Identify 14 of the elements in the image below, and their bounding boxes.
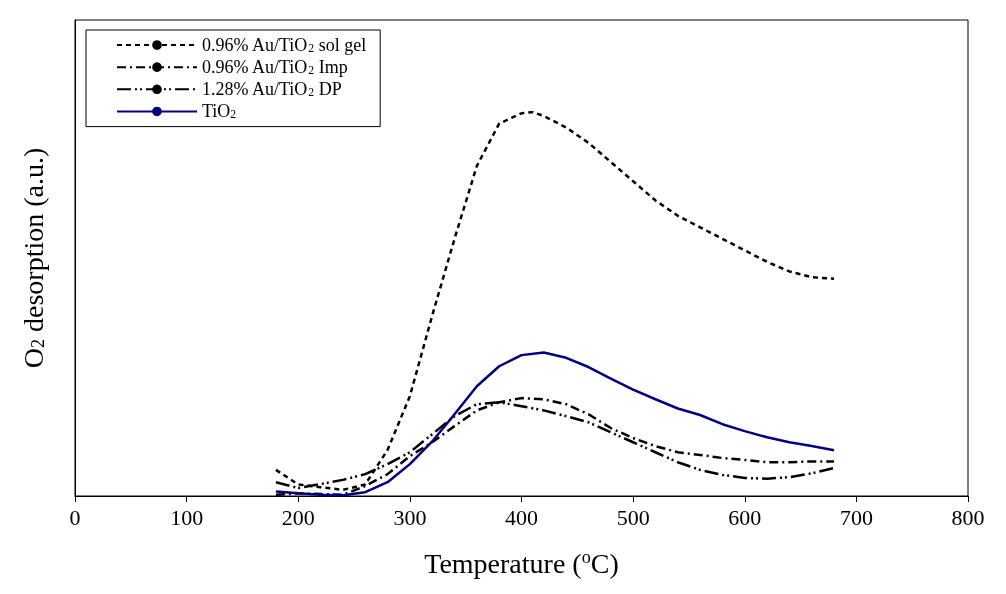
y-axis-title: O2 desorption (a.u.): [17, 147, 49, 369]
legend-label: 0.96% Au/TiO2 Imp: [202, 57, 348, 78]
x-tick-label: 200: [281, 504, 315, 530]
x-tick-label: 700: [839, 504, 873, 530]
x-tick-label: 100: [170, 504, 204, 530]
x-tick-label: 400: [505, 504, 538, 530]
legend-label: 1.28% Au/TiO2 DP: [202, 79, 342, 100]
x-tick-label: 0: [69, 504, 81, 530]
x-tick-label: 800: [951, 504, 985, 530]
legend-label: 0.96% Au/TiO2 sol gel: [202, 35, 367, 55]
x-tick-label: 500: [616, 504, 650, 530]
x-tick-label: 300: [393, 504, 427, 530]
x-tick-label: 600: [728, 504, 762, 530]
legend-label: TiO2: [202, 101, 237, 122]
